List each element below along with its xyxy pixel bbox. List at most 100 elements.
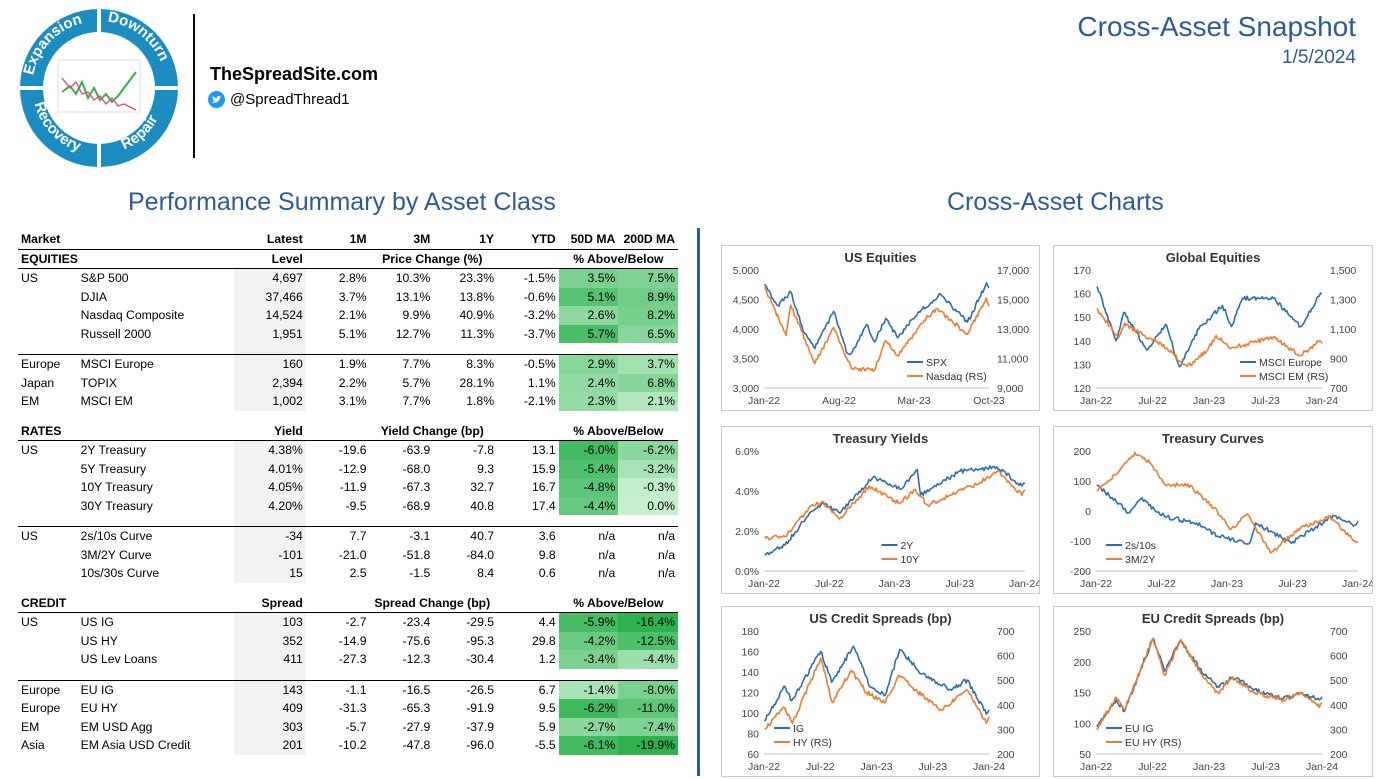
table-row: US Lev Loans 411 -27.3 -12.3 -30.4 1.2 -3.4% -4… xyxy=(18,650,678,669)
spacer-cell xyxy=(618,583,678,594)
region-cell: Asia xyxy=(21,738,45,752)
performance-table: Market Latest 1M 3M 1Y YTD 50D MA 200D MA EQUITI… xyxy=(18,230,678,755)
table-row: US 2Y Treasury 4.38% -19.6 -63.9 -7.8 13.1 -6.0… xyxy=(18,440,678,460)
spacer-cell xyxy=(369,343,434,355)
change-3m-cell: 7.7% xyxy=(402,357,431,371)
section-name: EQUITIES xyxy=(18,249,234,269)
y-tick-label: 200 xyxy=(1073,657,1091,669)
region-cell: US xyxy=(21,615,38,629)
header-divider xyxy=(193,14,195,158)
ma50-cell: -6.0% xyxy=(558,440,619,460)
y-tick-label: 180 xyxy=(741,626,759,638)
latest-cell: 160 xyxy=(233,354,306,374)
change-ytd-cell: -1.5% xyxy=(523,271,556,285)
change-3m-cell: -63.9 xyxy=(402,443,431,457)
twitter-handle[interactable]: @SpreadThread1 xyxy=(208,91,349,108)
market-name-cell: 30Y Treasury xyxy=(80,498,153,513)
legend-label: EU HY (RS) xyxy=(1125,737,1181,749)
change-ytd-cell: 16.7 xyxy=(531,480,556,494)
ma200-cell: -19.9% xyxy=(618,736,678,755)
series-line-eu-ig xyxy=(1096,637,1323,727)
site-name[interactable]: TheSpreadSite.com xyxy=(210,64,379,84)
y2-tick-label: 900 xyxy=(1330,354,1348,366)
ma50-cell: 3.5% xyxy=(558,268,619,288)
y2-tick-label: 9,000 xyxy=(997,383,1023,395)
change-1y-cell: -96.0 xyxy=(466,738,495,752)
market-name-cell: 3M/2Y Curve xyxy=(80,547,152,562)
series-line-eu-hy-rs- xyxy=(1096,637,1323,731)
spacer-cell xyxy=(234,411,306,422)
series-line-10y xyxy=(764,469,1026,541)
y-tick-label: 140 xyxy=(741,667,759,679)
spacer-cell xyxy=(306,411,370,422)
change-1m-cell: 3.7% xyxy=(338,289,367,304)
market-name-cell: US HY xyxy=(80,633,118,648)
x-tick-label: Jan-24 xyxy=(973,761,1005,773)
change-ytd-cell: 13.1 xyxy=(531,443,556,457)
chart-title: US Credit Spreads (bp) xyxy=(809,611,951,626)
y2-tick-label: 200 xyxy=(1330,749,1348,761)
ma200-cell: -3.2% xyxy=(618,459,678,478)
ma50-cell: 2.3% xyxy=(558,392,619,411)
change-3m-cell: -23.4 xyxy=(402,615,431,629)
market-name-cell: EM USD Agg xyxy=(80,719,153,734)
spacer-cell xyxy=(233,343,306,355)
market-name-cell: MSCI EM xyxy=(80,394,133,408)
change-ytd-cell: -2.1% xyxy=(523,394,556,408)
x-tick-label: Jul-23 xyxy=(1278,578,1307,590)
change-3m-cell: -51.8 xyxy=(402,547,431,562)
x-tick-label: Jul-23 xyxy=(1251,395,1280,407)
performance-summary-title: Performance Summary by Asset Class xyxy=(128,188,556,216)
ma50-cell: -3.4% xyxy=(558,650,619,669)
y-tick-label: 250 xyxy=(1073,626,1091,638)
y2-tick-label: 13,000 xyxy=(997,324,1029,336)
region-cell xyxy=(18,497,78,516)
spacer-row xyxy=(18,668,678,681)
change-3m-cell: -47.8 xyxy=(402,738,431,752)
spacer-row xyxy=(18,343,678,355)
x-tick-label: Jan-24 xyxy=(1009,578,1039,590)
x-tick-label: Jan-23 xyxy=(860,761,892,773)
change-ytd-cell: 0.6 xyxy=(538,566,556,580)
x-tick-label: Jan-24 xyxy=(1306,761,1338,773)
y2-tick-label: 17,000 xyxy=(997,265,1029,277)
x-tick-label: Mar-23 xyxy=(897,395,930,407)
spacer-cell xyxy=(433,411,497,422)
table-row: 10Y Treasury 4.05% -11.9 -67.3 32.7 16.7 -4.8%… xyxy=(18,478,678,497)
legend-label: 3M/2Y xyxy=(1125,554,1155,566)
latest-cell: 15 xyxy=(233,564,306,583)
ma200-cell: 6.8% xyxy=(618,373,678,392)
change-1m-cell: -12.9 xyxy=(338,461,367,476)
latest-cell: 2,394 xyxy=(233,373,306,392)
change-ytd-cell: 29.8 xyxy=(531,633,556,648)
change-1y-cell: 11.3% xyxy=(460,326,495,341)
region-cell xyxy=(18,306,78,325)
legend-label: 2s/10s xyxy=(1125,540,1156,552)
twitter-icon xyxy=(208,91,225,108)
spacer-row xyxy=(18,411,678,422)
change-label: Price Change (%) xyxy=(305,249,559,269)
change-ytd-cell: -0.5% xyxy=(523,357,556,371)
latest-cell: 411 xyxy=(233,650,306,669)
spacer-cell xyxy=(559,411,619,422)
latest-cell: 4.38% xyxy=(233,440,306,460)
market-name-cell: EU IG xyxy=(80,682,114,697)
legend-label: Nasdaq (RS) xyxy=(926,371,987,383)
change-1y-cell: 40.8 xyxy=(470,498,495,513)
spacer-cell xyxy=(233,515,306,527)
legend-label: SPX xyxy=(926,357,947,369)
spacer-cell xyxy=(369,668,434,681)
change-1m-cell: -11.9 xyxy=(339,480,367,494)
y-tick-label: 4,500 xyxy=(733,295,759,307)
change-1y-cell: 23.3% xyxy=(459,271,495,285)
y2-tick-label: 1,300 xyxy=(1330,295,1356,307)
y-tick-label: 4.0% xyxy=(735,486,759,498)
y2-tick-label: 600 xyxy=(1330,651,1348,663)
spacer-cell xyxy=(78,411,234,422)
table-row: Nasdaq Composite 14,524 2.1% 9.9% 40.9% -3.2%… xyxy=(18,306,678,325)
section-header-row: CREDIT Spread Spread Change (bp)% Above/Be… xyxy=(18,593,678,613)
column-header: 200D MA xyxy=(618,230,678,250)
ma200-cell: 3.7% xyxy=(618,354,678,374)
series-line-hy-rs- xyxy=(764,657,990,731)
y2-tick-label: 400 xyxy=(997,700,1015,712)
